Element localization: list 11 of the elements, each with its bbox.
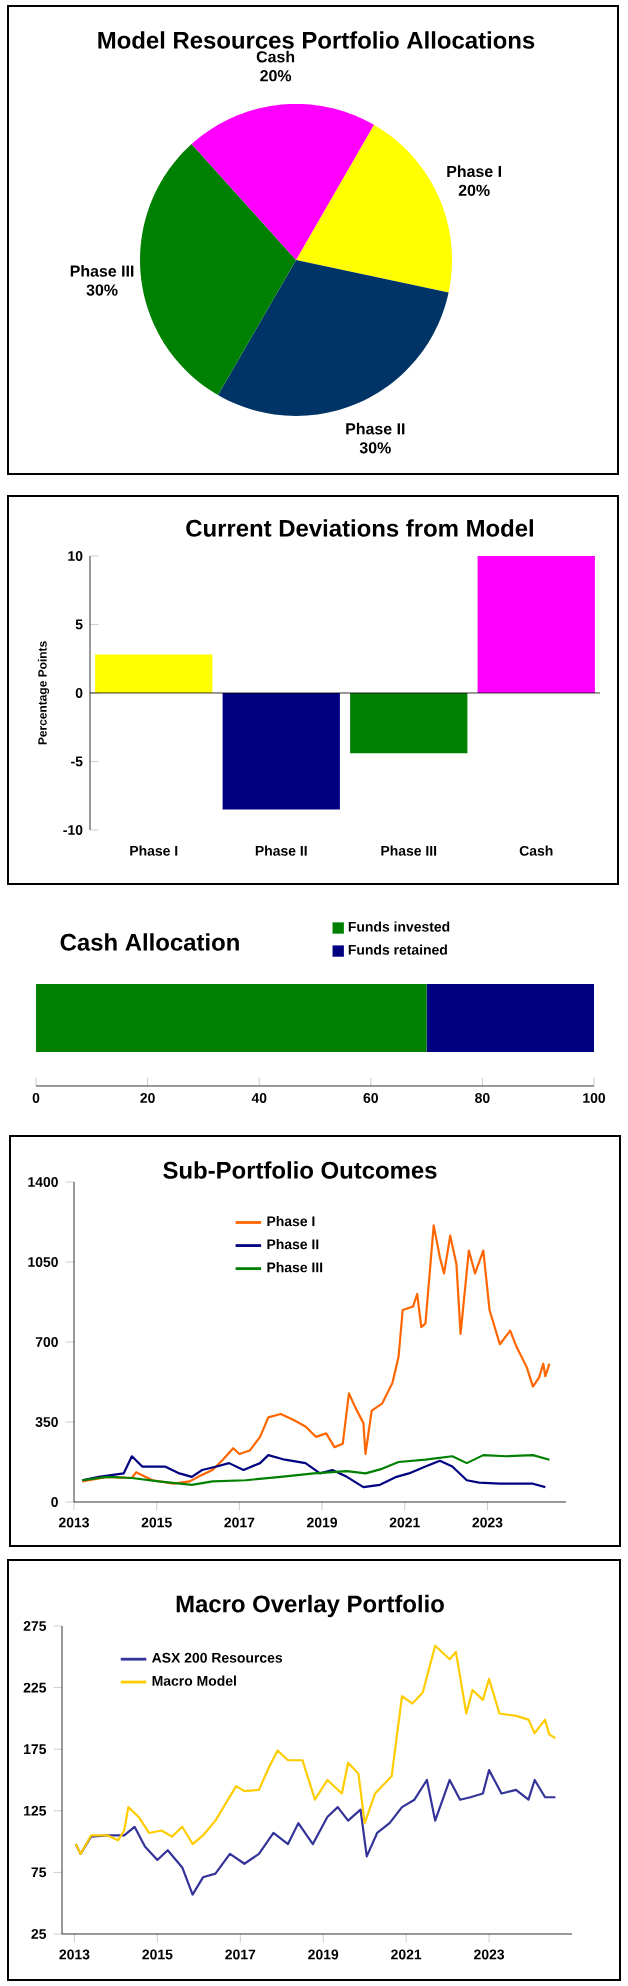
line-series xyxy=(74,1644,557,1856)
chart-title: Cash Allocation xyxy=(60,933,239,951)
chart-title: Current Deviations from Model xyxy=(186,519,533,537)
bar xyxy=(477,555,595,693)
bar xyxy=(350,692,468,754)
chart-title: Sub-Portfolio Outcomes xyxy=(163,1161,437,1179)
bar xyxy=(222,692,340,810)
chart-title: Macro Overlay Portfolio xyxy=(176,1594,444,1618)
line-series xyxy=(81,1224,551,1485)
bar xyxy=(95,654,213,693)
chart-title: Model Resources Portfolio Allocations xyxy=(98,31,535,49)
